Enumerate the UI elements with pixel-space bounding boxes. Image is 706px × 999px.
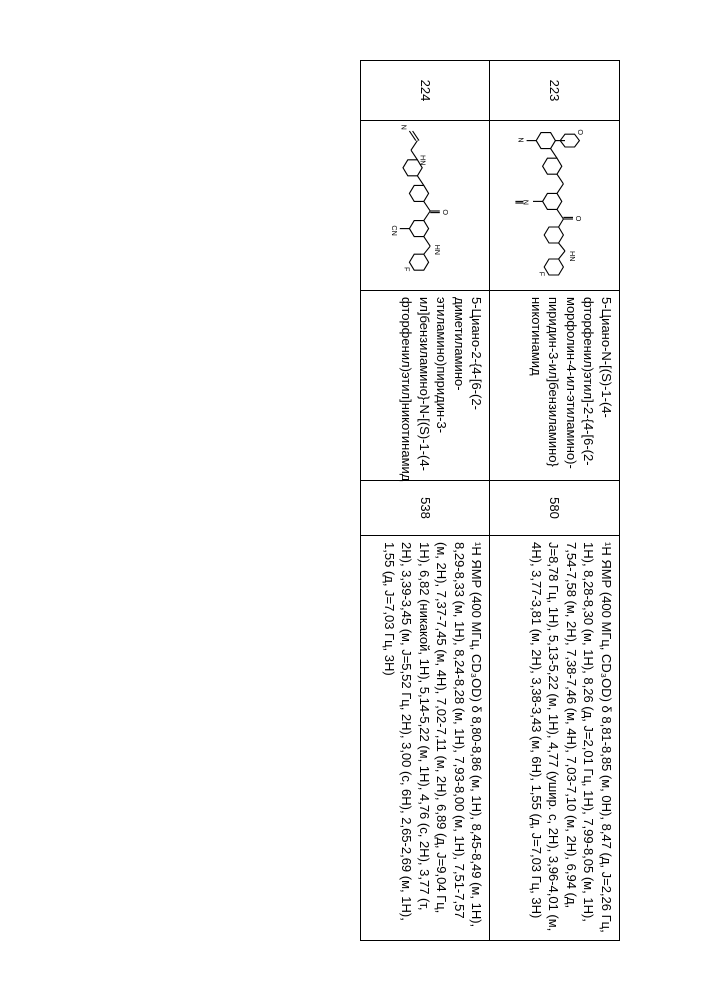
compound-ms: 580 <box>490 481 620 536</box>
svg-text:N: N <box>517 137 526 142</box>
compound-table: 223 N N F HN O O 5-Циано-N-[(S)-1-(4-фторфенил)… <box>360 60 620 941</box>
svg-text:CN: CN <box>390 225 399 235</box>
compound-name: 5-Циано-N-[(S)-1-(4-фторфенил)этил]-2-{4… <box>490 291 620 481</box>
compound-structure: NHNCNFOHN <box>360 121 490 291</box>
svg-text:O: O <box>574 216 583 222</box>
table-row: 224NHNCNFOHN5-Циано-2-{4-[6-(2-диметилам… <box>360 61 490 941</box>
compound-id: 223 <box>490 61 620 121</box>
compound-nmr: ¹Н ЯМР (400 МГц, CD₃OD) δ 8,80-8,86 (м, … <box>360 536 490 941</box>
svg-text:HN: HN <box>433 245 442 255</box>
svg-text:O: O <box>576 129 585 135</box>
compound-ms: 538 <box>360 481 490 536</box>
svg-text:HN: HN <box>568 251 577 261</box>
compound-nmr: ¹Н ЯМР (400 МГц, CD₃OD) δ 8,81-8,85 (м, … <box>490 536 620 941</box>
compound-structure: N N F HN O O <box>490 121 620 291</box>
svg-text:F: F <box>403 267 412 272</box>
svg-text:N: N <box>521 200 530 205</box>
table-row: 223 N N F HN O O 5-Циано-N-[(S)-1-(4-фторфенил)… <box>490 61 620 941</box>
svg-text:F: F <box>537 272 546 277</box>
compound-id: 224 <box>360 61 490 121</box>
compound-name: 5-Циано-2-{4-[6-(2-диметиламино-этиламин… <box>360 291 490 481</box>
svg-text:O: O <box>441 209 450 215</box>
svg-text:N: N <box>400 125 409 130</box>
